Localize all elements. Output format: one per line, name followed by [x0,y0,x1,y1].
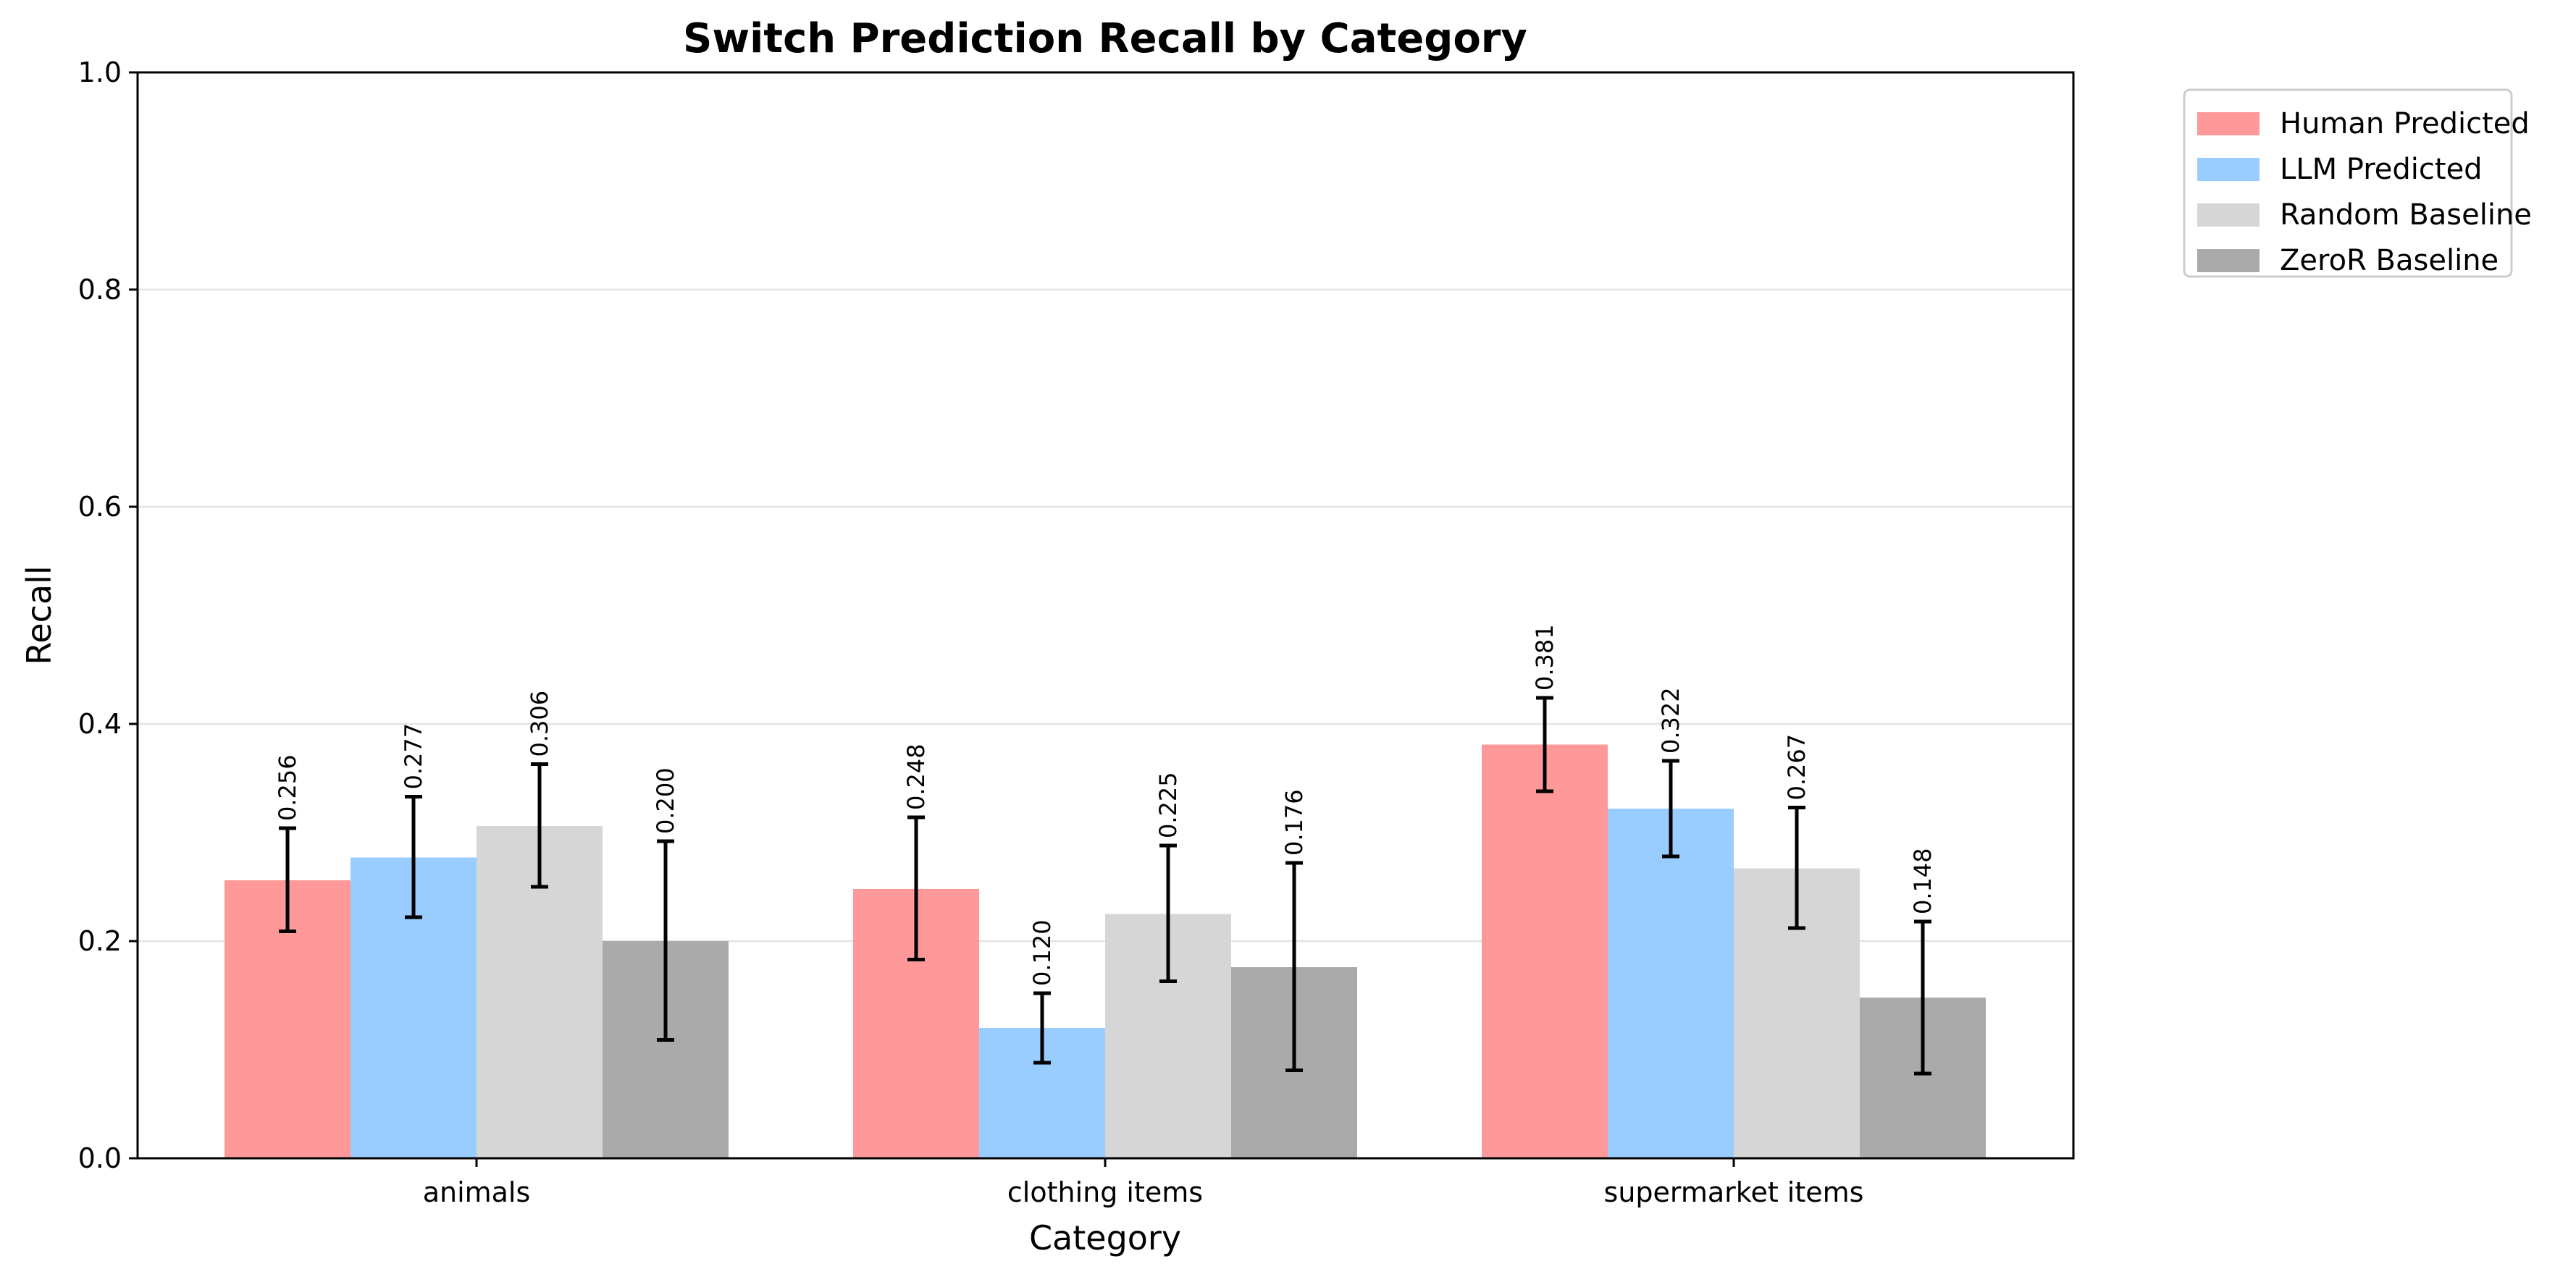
data-label: 0.322 [1657,687,1685,754]
legend-label: LLM Predicted [2280,153,2483,186]
legend: Human Predicted LLM Predicted Random Basel… [2183,88,2532,278]
x-axis-label: Category [1029,1218,1181,1257]
chart-title: Switch Prediction Recall by Category [683,15,1527,62]
y-tick-label: 0.2 [78,925,122,957]
legend-frame [2183,88,2513,278]
y-tick-label: 0.6 [78,491,122,523]
y-tick-label: 0.8 [78,274,122,305]
grid-lines [138,288,2073,943]
data-label: 0.256 [274,754,301,821]
data-label: 0.381 [1531,624,1558,691]
data-label: 0.225 [1154,772,1182,838]
legend-label: Human Predicted [2280,107,2530,140]
bar [1482,744,1608,1158]
legend-swatch [2197,249,2260,272]
data-labels: 0.256 0.248 0.381 0.277 0.120 0.322 0.306 0.225… [274,624,1937,986]
y-tick-label: 0.4 [78,708,122,740]
y-tick-label: 0.0 [78,1142,122,1174]
data-label: 0.277 [400,723,427,790]
legend-label: ZeroR Baseline [2280,244,2499,277]
data-label: 0.200 [652,767,679,834]
data-label: 0.176 [1280,789,1308,856]
data-label: 0.306 [526,691,553,757]
x-tick-label: clothing items [1007,1176,1203,1208]
error-bars [279,696,1931,1076]
y-tick-label: 1.0 [78,56,122,88]
bars [225,744,1986,1158]
y-axis-label: Recall [20,565,59,665]
x-tick-label: animals [423,1176,531,1208]
bar [1608,809,1734,1158]
x-axis: animals clothing items supermarket items [423,1158,1864,1208]
data-label: 0.148 [1909,848,1937,914]
x-tick-label: supermarket items [1604,1176,1864,1208]
legend-swatch [2197,203,2260,227]
data-label: 0.120 [1028,919,1056,986]
data-label: 0.248 [902,743,930,810]
y-axis: 0.0 0.2 0.4 0.6 0.8 1.0 [78,56,138,1174]
legend-swatch [2197,158,2260,181]
legend-label: Random Baseline [2280,198,2532,232]
data-label: 0.267 [1783,734,1811,801]
legend-swatch [2197,112,2260,135]
